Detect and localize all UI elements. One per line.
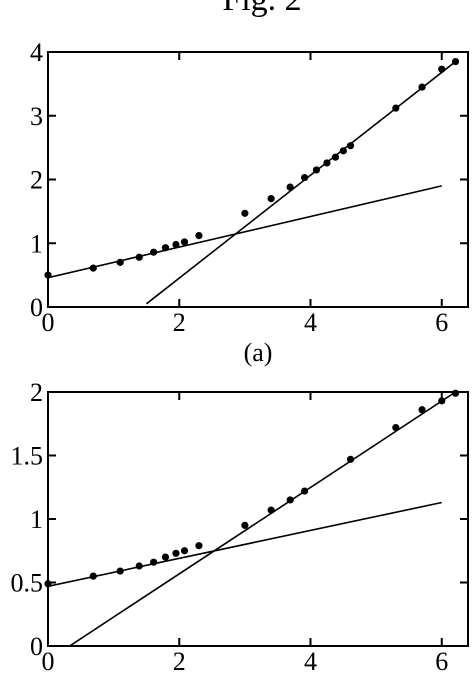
panel-a-fit-line	[48, 185, 442, 279]
panel-b-y-tick-label: 2	[30, 378, 43, 407]
panel-a-data-point	[195, 232, 203, 240]
panel-b-y-tick-label: 0.5	[11, 569, 44, 598]
panel-b-data-point	[392, 423, 400, 432]
panel-a-y-tick-label: 2	[30, 166, 43, 195]
panel-a-data-point	[339, 147, 347, 155]
panel-b-y-tick-label: 1.5	[11, 442, 44, 471]
panel-a-x-tick-label: 2	[173, 308, 186, 337]
panel-b-y-tick-label: 1	[30, 505, 43, 534]
panel-a-data-point	[286, 183, 294, 191]
panel-b-y-tick-label: 0	[30, 632, 43, 661]
panel-a-data-point	[438, 65, 446, 73]
panel-a-y-tick-label: 1	[30, 229, 43, 258]
panel-a-label: (a)	[244, 338, 273, 367]
panel-a-data-point	[300, 173, 309, 182]
panel-b-data-point	[300, 487, 309, 495]
panel-b-data-point	[89, 572, 97, 580]
panel-a-chart: 0 2 4 6 0 1 2 3 4	[30, 38, 469, 337]
panel-a-plot-frame	[47, 51, 469, 308]
panel-a-data-point	[392, 104, 400, 112]
panel-a-data-point	[346, 142, 355, 150]
panel-a-data-point	[161, 244, 170, 252]
panel-b-x-tick-label: 4	[304, 647, 317, 675]
panel-a-data-point	[331, 153, 340, 161]
panel-a-y-tick-label: 3	[30, 102, 43, 131]
panel-b-data-point	[135, 562, 143, 570]
panel-a-data-point	[241, 209, 249, 217]
panel-a-data-point	[44, 271, 52, 279]
panel-a-x-tick-label: 4	[304, 308, 317, 337]
panel-b-data-point	[346, 455, 355, 463]
panel-b-data-point	[451, 389, 460, 397]
panel-a-data-point	[89, 264, 97, 272]
panel-a-y-tick-label: 4	[30, 38, 43, 67]
panel-b-x-tick-label: 6	[435, 647, 448, 675]
panel-b-data-point	[161, 553, 170, 561]
panel-b-fit-line	[48, 501, 442, 588]
panel-a-data-point	[135, 253, 143, 261]
panel-a-data-point	[180, 238, 189, 246]
panel-b-chart: 0 2 4 6 0 0.5 1 1.5 2	[11, 378, 469, 675]
panel-a-fit-line	[145, 60, 457, 305]
panel-b-plot-frame	[47, 391, 469, 647]
panel-a-data-point	[150, 248, 158, 256]
panel-b-data-point	[438, 397, 446, 405]
panel-a-data-point	[323, 159, 331, 167]
panel-b-data-point	[180, 547, 189, 555]
panel-a-x-tick-label: 0	[42, 308, 55, 337]
panel-a-y-tick-label: 0	[30, 293, 43, 322]
panel-b-data-point	[286, 496, 294, 504]
panel-b-fit-line	[69, 392, 456, 646]
panel-b-data-point	[418, 406, 426, 414]
panel-b-data-point	[195, 542, 203, 550]
panel-a-data-point	[116, 258, 124, 266]
panel-a-data-point	[172, 240, 180, 249]
panel-b-x-tick-label: 0	[42, 647, 55, 675]
figure-title: Fig. 2	[222, 0, 301, 18]
panel-b-data-point	[241, 521, 249, 529]
panel-b-data-point	[267, 506, 275, 514]
panel-a-data-point	[418, 83, 426, 91]
panel-b-x-tick-label: 2	[173, 647, 186, 675]
panel-a-data-point	[312, 166, 321, 174]
panel-b-data-point	[44, 580, 52, 588]
panel-b-data-point	[172, 549, 180, 557]
panel-a-x-tick-label: 6	[435, 308, 448, 337]
panel-a-data-point	[267, 195, 275, 203]
panel-a-data-point	[451, 57, 460, 66]
panel-b-data-point	[150, 558, 158, 566]
panel-b-data-point	[116, 567, 124, 575]
